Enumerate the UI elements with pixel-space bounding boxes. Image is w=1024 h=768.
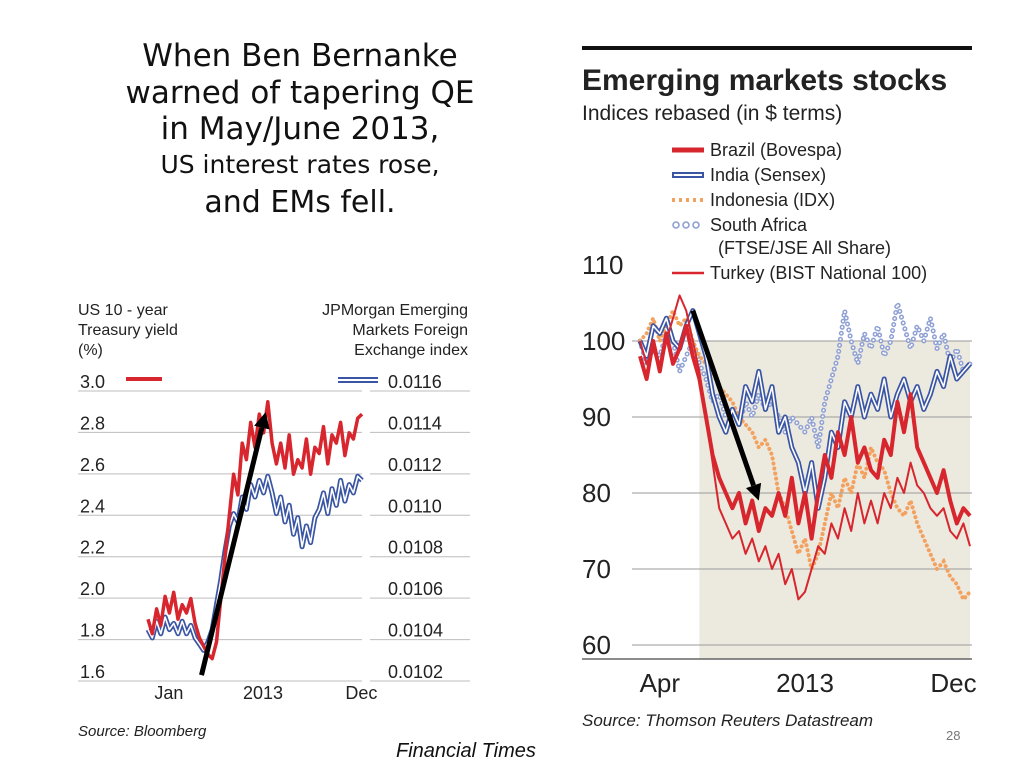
y-right-tick-label: 0.0116 — [388, 372, 442, 392]
series-brazil — [638, 323, 972, 541]
left-axis-title-line: Treasury yield — [78, 322, 178, 339]
x-tick-label: Dec — [345, 683, 377, 703]
x-tick-label: Jan — [154, 683, 183, 703]
y-tick-label: 100 — [582, 326, 625, 356]
x-tick-label: Dec — [930, 668, 976, 698]
y-left-tick-label: 3.0 — [80, 372, 105, 392]
credit: Financial Times — [396, 740, 536, 762]
y-left-tick-label: 2.4 — [80, 496, 105, 516]
arrow-fall-head — [745, 482, 762, 501]
slide-subtitle: US interest rates rose, — [160, 149, 440, 179]
y-tick-label: 110 — [582, 250, 623, 280]
y-right-tick-label: 0.0104 — [388, 621, 443, 641]
left-axis-title-line: US 10 - year — [78, 302, 168, 319]
x-tick-label: 2013 — [776, 668, 834, 698]
left-axis-title-line: (%) — [78, 342, 103, 359]
y-tick-label: 60 — [582, 630, 611, 660]
slide-conclusion: and EMs fell. — [204, 185, 396, 221]
series-indonesia — [638, 305, 972, 604]
chart-subtitle: Indices rebased (in $ terms) — [582, 102, 842, 125]
y-left-tick-label: 1.8 — [80, 621, 105, 641]
title-line-1: When Ben Bernanke — [142, 38, 458, 74]
treasury-fx-chart: US 10 - year Treasury yield (%) JPMorgan Em… — [78, 302, 470, 740]
legend-swatch-dot — [682, 221, 690, 229]
arrow-fall-shaft — [690, 309, 756, 487]
y-left-tick-label: 2.6 — [80, 455, 105, 475]
title-line-3: in May/June 2013, — [160, 111, 440, 148]
legend-label: Turkey (BIST National 100) — [710, 263, 927, 283]
y-right-tick-label: 0.0114 — [388, 413, 442, 433]
legend-label: Indonesia (IDX) — [710, 190, 835, 210]
right-axis-title-line: JPMorgan Emerging — [322, 302, 468, 319]
y-left-tick-label: 1.6 — [80, 662, 105, 682]
legend-swatch-dot — [692, 221, 700, 229]
x-tick-label: 2013 — [243, 683, 283, 703]
y-right-tick-label: 0.0106 — [388, 579, 443, 599]
y-left-tick-label: 2.2 — [80, 538, 105, 558]
series-south-africa-inner — [639, 302, 971, 448]
y-left-tick-label: 2.8 — [80, 413, 105, 433]
y-right-tick-label: 0.0108 — [388, 538, 443, 558]
slide-title: When Ben Bernanke warned of tapering QE … — [70, 38, 530, 221]
legend-swatch-dot — [672, 221, 680, 229]
x-tick-label: Apr — [640, 668, 681, 698]
series-turkey — [639, 294, 971, 601]
title-line-2: warned of tapering QE — [125, 74, 475, 111]
y-tick-label: 80 — [582, 478, 611, 508]
series-fx-index-inner — [147, 475, 363, 652]
chart-title: Emerging markets stocks — [582, 64, 947, 97]
y-right-tick-label: 0.0102 — [388, 662, 443, 682]
y-right-tick-label: 0.0112 — [388, 455, 442, 475]
y-left-tick-label: 2.0 — [80, 579, 105, 599]
legend-label: Brazil (Bovespa) — [710, 140, 842, 160]
y-tick-label: 90 — [582, 402, 611, 432]
right-axis-title-line: Markets Foreign — [352, 322, 468, 339]
right-axis-title-line: Exchange index — [354, 342, 468, 359]
y-right-tick-label: 0.0110 — [388, 496, 442, 516]
y-tick-label: 70 — [582, 554, 611, 584]
page-number: 28 — [946, 728, 961, 743]
em-stocks-chart: Emerging markets stocks Indices rebased (… — [582, 46, 977, 730]
legend-label-line-2: (FTSE/JSE All Share) — [718, 238, 891, 258]
source-label: Source: Thomson Reuters Datastream — [582, 711, 873, 730]
legend-label: South Africa — [710, 215, 808, 235]
legend-label: India (Sensex) — [710, 165, 826, 185]
source-label: Source: Bloomberg — [78, 723, 207, 740]
arrow-rise-head — [254, 412, 270, 430]
arrow-rise-shaft — [199, 427, 265, 676]
